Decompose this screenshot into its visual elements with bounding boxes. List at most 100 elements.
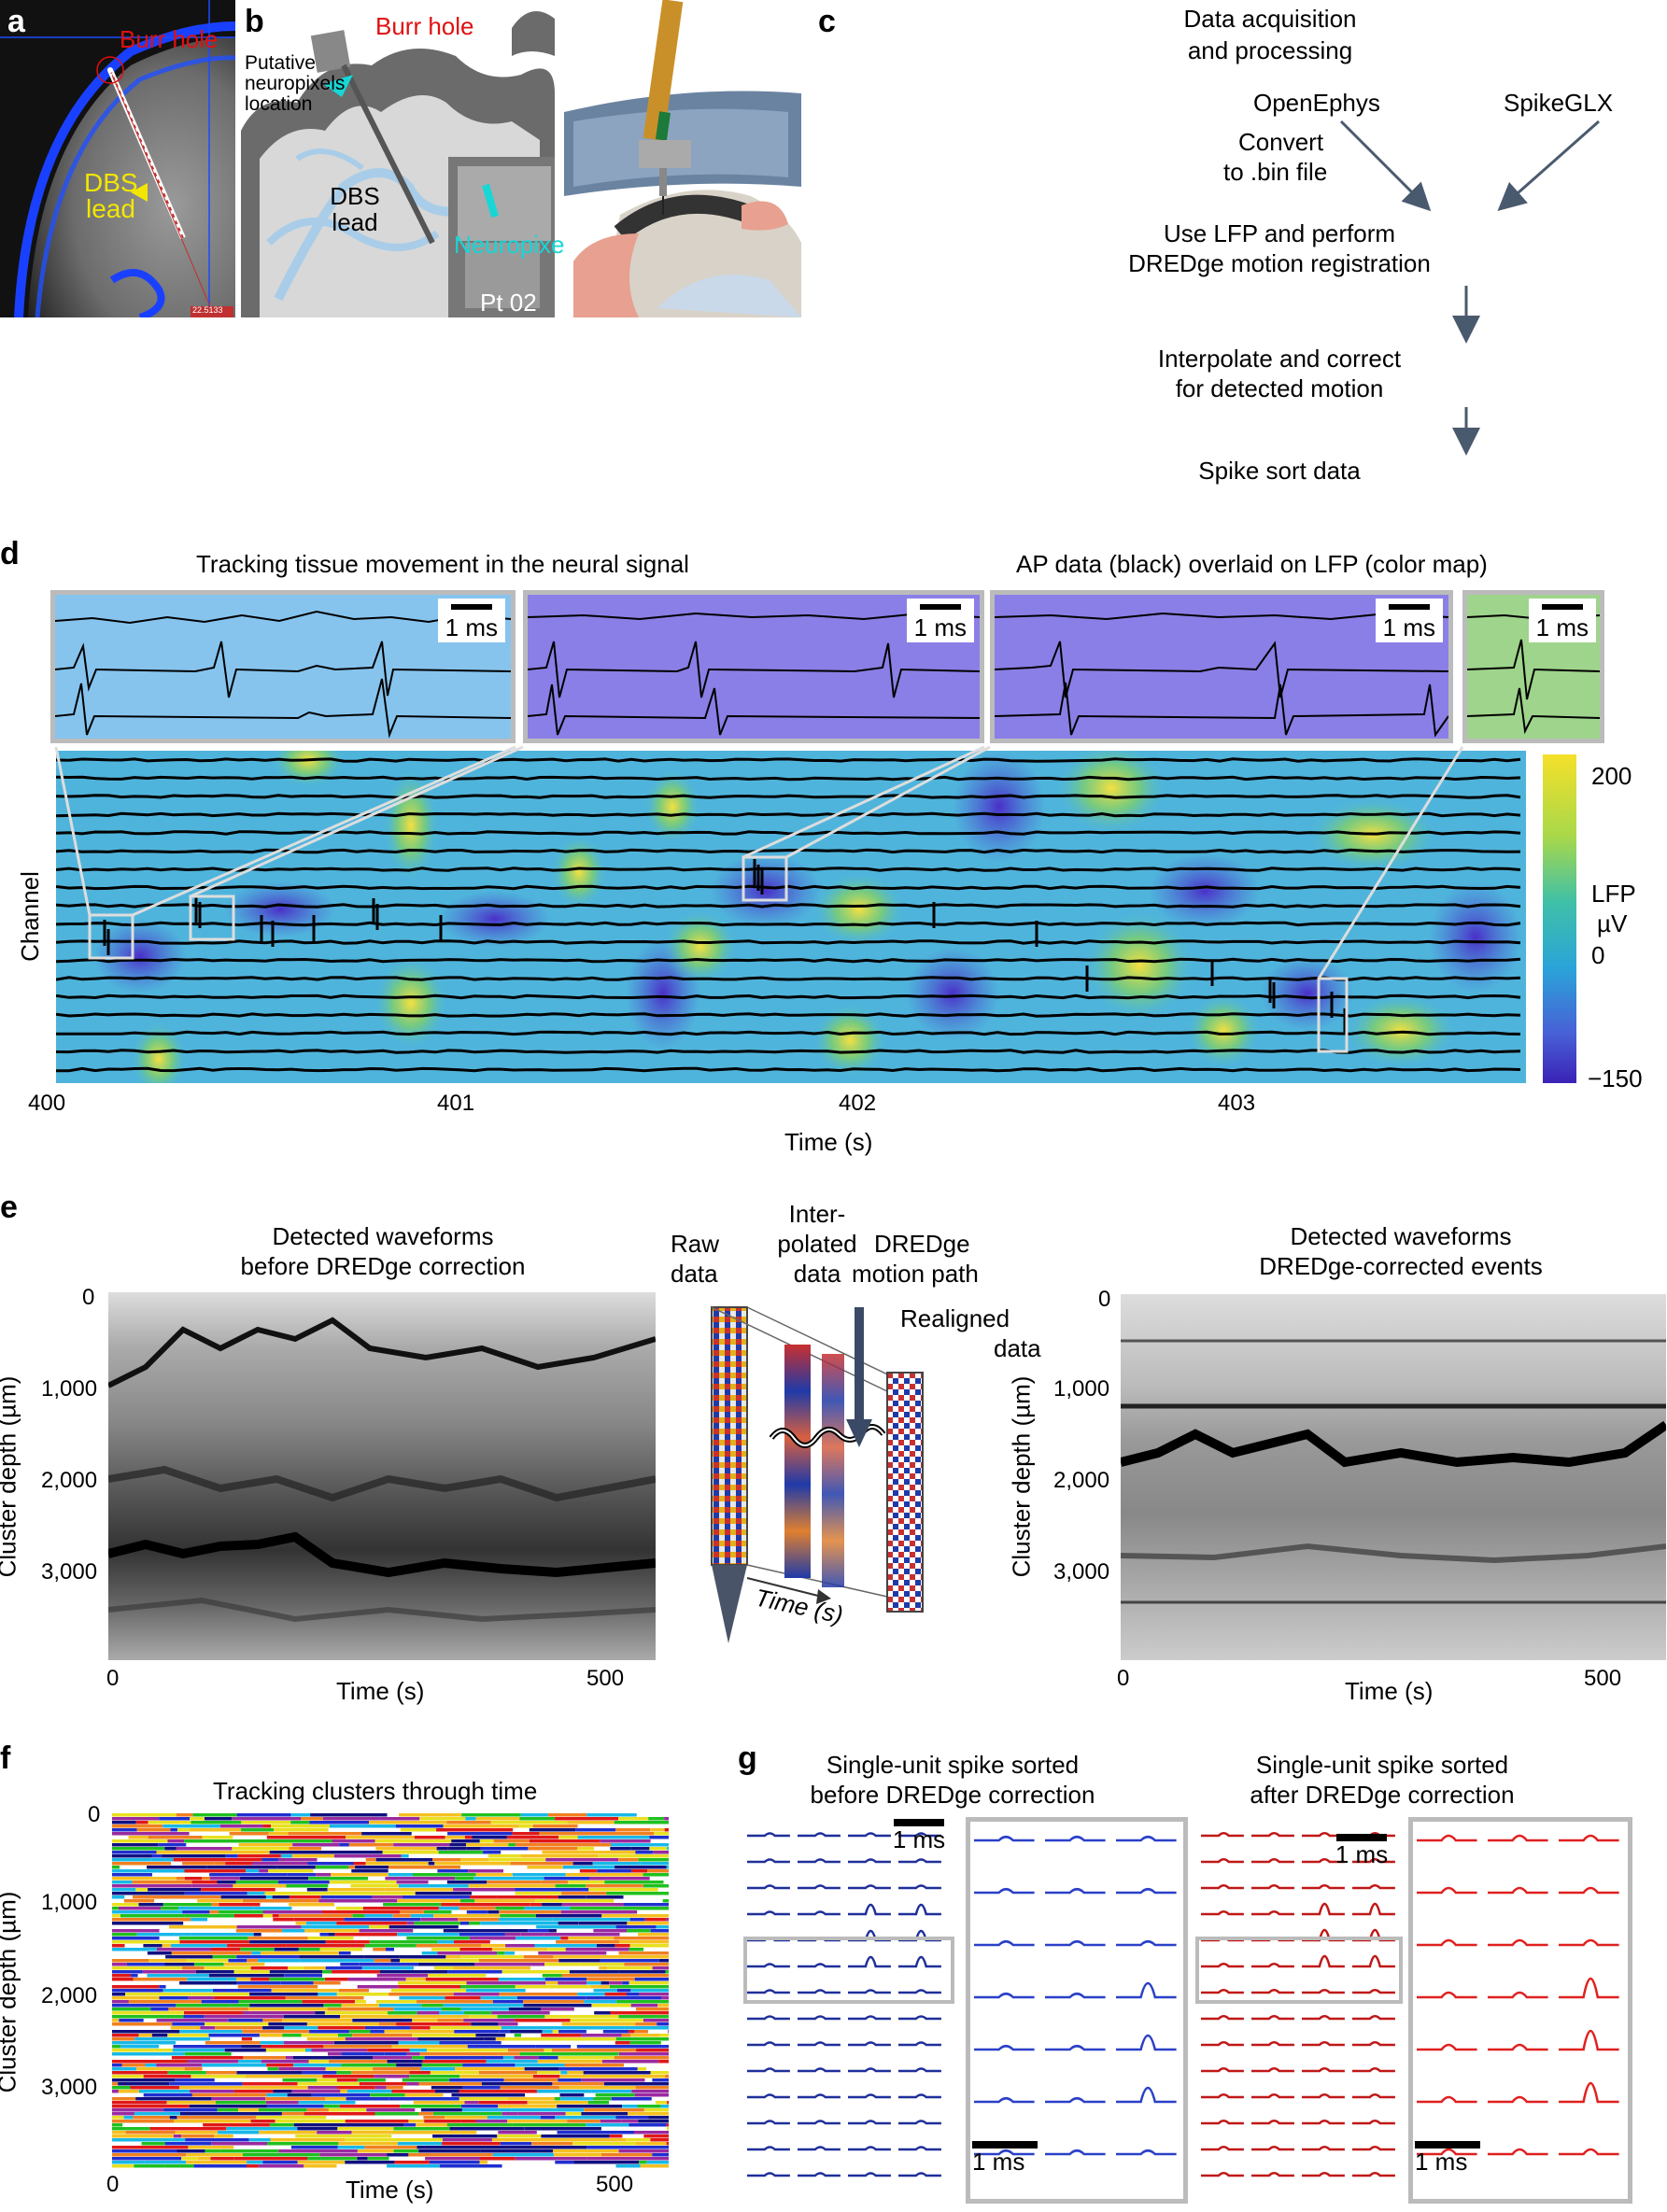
f-cluster-segment bbox=[164, 1847, 177, 1851]
f-cluster-segment bbox=[568, 1937, 615, 1940]
f-cluster-segment bbox=[656, 2101, 668, 2105]
f-cluster-segment bbox=[479, 1959, 559, 1963]
g-waveform bbox=[747, 2093, 790, 2099]
g-waveform bbox=[1201, 2172, 1244, 2177]
f-cluster-segment bbox=[665, 1970, 669, 1974]
f-cluster-segment bbox=[438, 1907, 459, 1910]
f-cluster-segment bbox=[191, 2093, 267, 2097]
f-cluster-segment bbox=[290, 1813, 311, 1817]
f-cluster-segment bbox=[264, 1892, 345, 1895]
f-cluster-segment bbox=[278, 2149, 358, 2153]
g-waveform bbox=[848, 2015, 891, 2021]
f-cluster-segment bbox=[454, 2030, 500, 2034]
f-cluster-segment bbox=[667, 2127, 669, 2131]
f-cluster-segment bbox=[499, 1918, 553, 1922]
f-cluster-segment bbox=[615, 1866, 667, 1869]
f-cluster-segment bbox=[112, 1993, 126, 1996]
f-cluster-segment bbox=[150, 1858, 174, 1862]
d-inset-4: 1 ms bbox=[1462, 590, 1604, 743]
d-inset-3: 1 ms bbox=[990, 590, 1453, 743]
d-xlabel: Time (s) bbox=[784, 1128, 873, 1156]
f-cluster-segment bbox=[175, 2078, 215, 2082]
f-cluster-segment bbox=[165, 1955, 213, 1959]
f-cluster-segment bbox=[624, 2064, 669, 2067]
f-cluster-segment bbox=[247, 1892, 265, 1895]
f-cluster-segment bbox=[210, 2157, 234, 2161]
f-cluster-segment bbox=[171, 1951, 252, 1955]
f-cluster-segment bbox=[383, 1903, 442, 1907]
f-cluster-segment bbox=[637, 2067, 647, 2071]
f-cluster-segment bbox=[622, 1981, 629, 1985]
f-cluster-segment bbox=[623, 1895, 669, 1899]
f-cluster-segment bbox=[265, 1895, 273, 1899]
e-realigned-1: Realigned bbox=[900, 1304, 1010, 1332]
g-waveform bbox=[1201, 1884, 1244, 1890]
f-cluster-segment bbox=[618, 1817, 649, 1821]
f-cluster-segment bbox=[631, 2090, 669, 2093]
f-cluster-segment bbox=[301, 1925, 370, 1929]
f-cluster-segment bbox=[307, 1862, 337, 1866]
f-cluster-segment bbox=[620, 2075, 666, 2078]
f-cluster-segment bbox=[309, 2030, 349, 2034]
f-cluster-segment bbox=[437, 2019, 464, 2022]
f-cluster-segment bbox=[554, 2026, 625, 2030]
f-cluster-segment bbox=[219, 1910, 263, 1914]
f-cluster-segment bbox=[475, 2120, 507, 2123]
f-cluster-segment bbox=[250, 1966, 289, 1970]
f-cluster-segment bbox=[601, 1914, 669, 1918]
e-left-bands bbox=[108, 1317, 656, 1623]
f-cluster-segment bbox=[301, 1817, 323, 1821]
d-trace-line bbox=[56, 1012, 1521, 1018]
f-cluster-segment bbox=[148, 1836, 203, 1839]
f-cluster-segment bbox=[334, 1903, 384, 1907]
f-cluster-segment bbox=[112, 1895, 125, 1899]
f-cluster-segment bbox=[619, 2157, 669, 2161]
g-waveform bbox=[1201, 1832, 1244, 1838]
e-right-ytick-0: 0 bbox=[1098, 1287, 1111, 1312]
f-cluster-segment bbox=[560, 2097, 594, 2101]
f-cluster-segment bbox=[399, 1884, 469, 1888]
f-cluster-segment bbox=[656, 1925, 669, 1929]
d-trace-line bbox=[56, 957, 1521, 964]
f-cluster-segment bbox=[405, 1978, 426, 1981]
f-cluster-segment bbox=[621, 2120, 639, 2123]
f-cluster-segment bbox=[183, 1922, 264, 1925]
f-cluster-segment bbox=[571, 2045, 577, 2049]
f-cluster-segment bbox=[205, 2022, 269, 2026]
f-cluster-segment bbox=[285, 1996, 364, 2000]
d-title-right: AP data (black) overlaid on LFP (color m… bbox=[1016, 550, 1488, 578]
f-cluster-segment bbox=[535, 1914, 602, 1918]
f-cluster-segment bbox=[445, 2116, 487, 2120]
g-waveform bbox=[848, 2041, 891, 2047]
f-cluster-segment bbox=[228, 2019, 263, 2022]
f-cluster-segment bbox=[453, 1993, 500, 1996]
f-cluster-segment bbox=[532, 2075, 560, 2078]
f-cluster-segment bbox=[112, 1989, 163, 1993]
f-cluster-segment bbox=[289, 1895, 321, 1899]
f-cluster-segment bbox=[351, 2071, 410, 2075]
f-cluster-segment bbox=[552, 2082, 604, 2086]
f-cluster-segment bbox=[209, 1877, 240, 1881]
f-cluster-segment bbox=[336, 1907, 363, 1910]
f-cluster-segment bbox=[459, 1907, 496, 1910]
f-cluster-segment bbox=[112, 1970, 143, 1974]
f-cluster-segment bbox=[650, 1828, 665, 1832]
f-cluster-segment bbox=[461, 1813, 521, 1817]
c-spikeglx: SpikeGLX bbox=[1504, 89, 1614, 117]
f-cluster-segment bbox=[112, 1951, 127, 1955]
f-cluster-segment bbox=[295, 2135, 325, 2138]
e-realigned-2: data bbox=[994, 1334, 1041, 1362]
f-cluster-segment bbox=[466, 1910, 488, 1914]
b-pt: Pt 02 bbox=[480, 289, 537, 317]
f-cluster-segment bbox=[237, 1985, 318, 1989]
f-cluster-segment bbox=[487, 1854, 521, 1858]
f-cluster-segment bbox=[424, 2120, 461, 2123]
c-step2-2: for detected motion bbox=[1175, 374, 1384, 402]
f-cluster-segment bbox=[259, 2108, 285, 2112]
e-schematic bbox=[711, 1306, 924, 1643]
f-cluster-segment bbox=[515, 2064, 565, 2067]
f-cluster-segment bbox=[480, 1996, 517, 2000]
f-cluster-segment bbox=[506, 1836, 559, 1839]
f-xtick-500: 500 bbox=[596, 2172, 634, 2197]
f-cluster-segment bbox=[558, 1922, 579, 1925]
